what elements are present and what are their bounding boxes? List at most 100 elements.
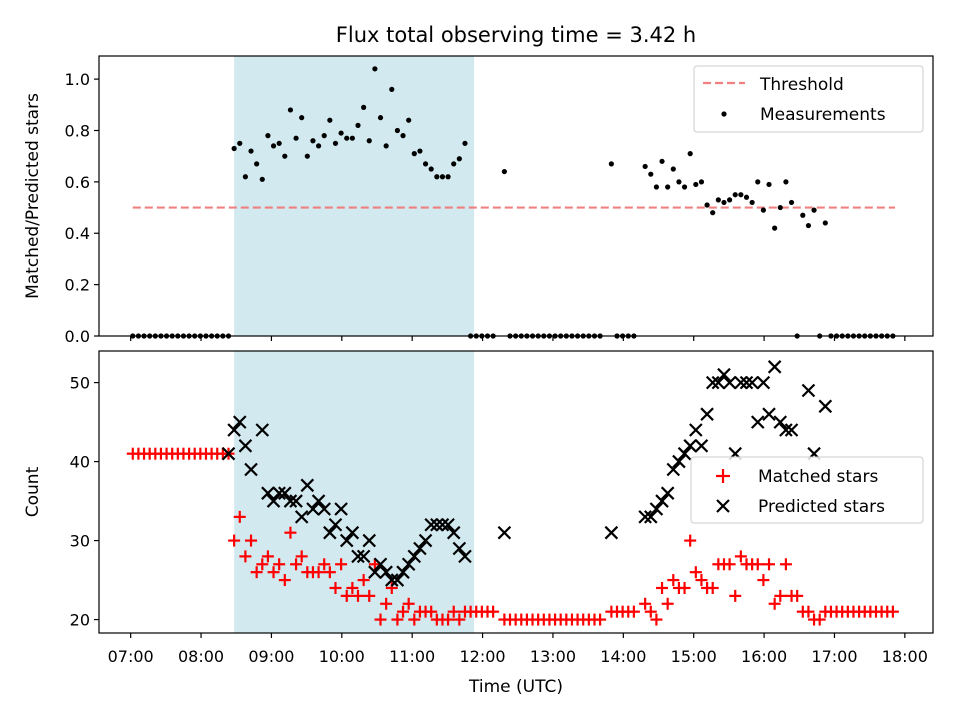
measurement-point xyxy=(676,179,682,185)
panel-ratio-shading xyxy=(234,56,475,336)
measurement-point xyxy=(428,166,434,172)
measurement-point xyxy=(501,168,507,175)
predicted-star-stroke xyxy=(435,518,450,532)
predicted-star-point xyxy=(435,518,450,532)
measurement-point xyxy=(248,148,254,154)
panel-count-shading xyxy=(234,351,475,633)
predicted-star-stroke xyxy=(683,439,697,453)
matched-star-point xyxy=(312,566,325,579)
measurement-point xyxy=(783,179,789,185)
matched-star-point xyxy=(627,605,640,618)
measurement-point xyxy=(406,117,412,123)
predicted-star-point xyxy=(677,446,692,461)
predicted-star-point xyxy=(446,525,461,540)
measurement-point xyxy=(749,199,755,206)
predicted-star-stroke xyxy=(238,439,253,453)
matched-star-point xyxy=(363,589,376,602)
predicted-star-point xyxy=(458,549,472,564)
predicted-star-stroke xyxy=(643,510,658,524)
predicted-star-stroke xyxy=(773,415,788,429)
panel-count: 20 30 40 50 07:00 08:00 09:00 10:00 11:00 12:00 1… xyxy=(23,350,934,697)
matched-star-point xyxy=(245,534,258,547)
measurement-point xyxy=(372,66,378,72)
predicted-star-stroke xyxy=(390,573,405,587)
count-x-axis: 07:00 08:00 09:00 10:00 11:00 12:00 13:00 14:00… xyxy=(108,633,928,666)
matched-star-point xyxy=(233,510,246,523)
xtick-label: 18:00 xyxy=(882,647,928,666)
predicted-star-point xyxy=(666,462,681,477)
predicted-star-point xyxy=(261,486,275,500)
matched-star-point xyxy=(768,597,781,610)
predicted-star-point xyxy=(334,502,348,516)
predicted-star-point xyxy=(278,486,292,500)
predicted-star-stroke xyxy=(362,533,377,548)
predicted-star-point xyxy=(689,423,703,437)
predicted-star-point xyxy=(311,494,326,508)
xtick-label: 10:00 xyxy=(319,647,365,666)
matched-star-point xyxy=(250,566,263,579)
predicted-star-point xyxy=(401,557,416,572)
predicted-star-stroke xyxy=(396,565,410,579)
matched-star-point xyxy=(318,558,331,571)
predicted-star-stroke xyxy=(446,525,461,540)
measurement-point xyxy=(710,210,716,216)
matched-star-point xyxy=(357,574,370,587)
predicted-star-point xyxy=(683,439,697,453)
predicted-star-stroke xyxy=(407,549,422,564)
measurement-point xyxy=(304,153,310,159)
predicted-star-stroke xyxy=(655,494,669,508)
predicted-star-point xyxy=(227,423,241,437)
measurement-point xyxy=(704,202,710,208)
legend-predicted-label: Predicted stars xyxy=(758,497,885,517)
predicted-star-point xyxy=(604,525,619,540)
predicted-star-point xyxy=(272,486,286,500)
predicted-star-stroke xyxy=(801,383,816,398)
matched-star-point xyxy=(689,566,702,579)
predicted-star-stroke xyxy=(750,415,765,429)
predicted-star-point xyxy=(801,383,816,398)
predicted-star-stroke xyxy=(717,367,731,382)
measurement-point xyxy=(777,204,783,211)
predicted-star-stroke xyxy=(244,462,258,477)
measurement-point xyxy=(254,161,260,167)
xtick-label: 09:00 xyxy=(248,647,294,666)
predicted-star-point xyxy=(244,462,258,477)
matched-star-point xyxy=(779,558,792,571)
measurement-point xyxy=(400,133,406,139)
measurement-point xyxy=(287,107,294,113)
predicted-star-stroke xyxy=(283,494,298,508)
predicted-stars-layer xyxy=(221,360,833,587)
xtick-label: 15:00 xyxy=(671,647,717,666)
predicted-star-point xyxy=(767,360,782,374)
ratio-legend-box xyxy=(693,65,924,133)
measurement-point xyxy=(732,192,738,198)
ratio-y-label: Matched/Predicted stars xyxy=(23,93,43,299)
matched-star-point xyxy=(695,574,708,587)
xtick-label: 16:00 xyxy=(741,647,787,666)
matched-star-point xyxy=(886,605,899,618)
measurement-point xyxy=(665,184,671,190)
ratio-ytick-label: 0.8 xyxy=(65,121,90,140)
measurement-point xyxy=(259,176,265,182)
predicted-star-stroke xyxy=(300,478,315,493)
predicted-star-stroke xyxy=(638,510,652,524)
predicted-star-stroke xyxy=(317,502,331,516)
predicted-star-stroke xyxy=(334,502,348,516)
matched-star-point xyxy=(706,581,719,594)
predicted-star-stroke xyxy=(294,510,309,524)
matched-star-point xyxy=(391,613,404,626)
predicted-star-stroke xyxy=(424,518,438,532)
measurement-point xyxy=(327,117,333,123)
predicted-star-stroke xyxy=(604,525,619,540)
predicted-star-stroke xyxy=(497,525,512,540)
matched-star-point xyxy=(650,613,663,626)
predicted-star-point xyxy=(638,510,652,524)
predicted-star-point xyxy=(283,494,298,508)
predicted-star-point xyxy=(351,549,365,564)
matched-star-point xyxy=(273,558,286,571)
predicted-star-point xyxy=(317,502,331,516)
predicted-star-point xyxy=(266,494,281,508)
predicted-star-stroke xyxy=(221,446,236,461)
xtick-label: 14:00 xyxy=(600,647,646,666)
measurement-point xyxy=(608,161,614,167)
